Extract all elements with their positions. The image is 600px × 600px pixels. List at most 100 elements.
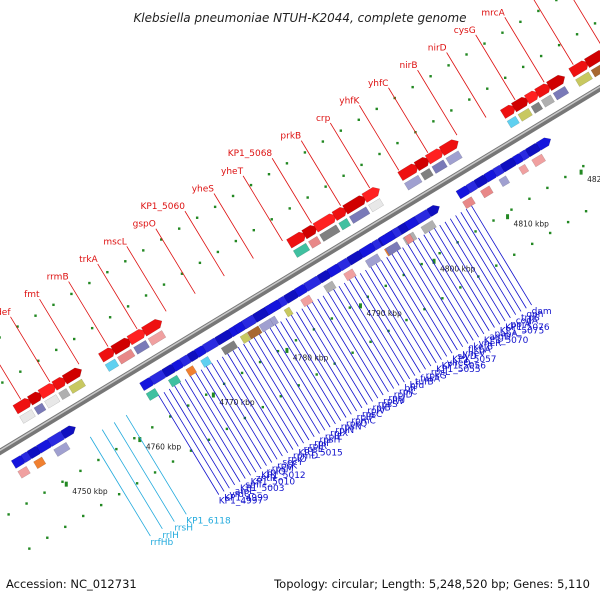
track-dot <box>207 438 211 441</box>
leader-line <box>206 366 267 466</box>
track-dot <box>270 218 273 221</box>
leader-line <box>39 299 80 365</box>
leader-line <box>280 321 342 421</box>
leader-line <box>439 224 501 325</box>
track-dot <box>546 186 549 190</box>
gene-label: yheO <box>447 358 471 368</box>
gene-block <box>98 347 116 363</box>
track-dot <box>402 273 405 277</box>
gene-block <box>534 83 551 99</box>
leader-line <box>300 140 341 206</box>
track-dot <box>557 43 561 47</box>
gene-label: rplR <box>309 442 327 452</box>
gene-block <box>37 383 57 400</box>
track-dot <box>321 140 325 143</box>
track-dot <box>360 163 363 167</box>
leader-line <box>388 87 429 153</box>
track-dot <box>177 227 181 230</box>
gene-block <box>292 242 311 258</box>
track-dot <box>108 316 112 319</box>
gene-label: rrlH <box>162 531 179 541</box>
leader-line <box>168 388 230 489</box>
gene-label: yhfC <box>368 79 388 89</box>
gene-label: KP1_5057 <box>452 355 496 365</box>
gene-label: flkpA <box>468 346 492 356</box>
gene-label: fusA <box>420 375 441 385</box>
leader-line <box>343 282 405 383</box>
track-dot <box>160 238 163 241</box>
gene-block <box>361 187 380 203</box>
gene-block <box>61 367 82 385</box>
leader-line <box>504 17 545 83</box>
leader-line <box>248 340 310 441</box>
gene-block <box>404 174 423 191</box>
track-dot <box>450 109 453 112</box>
gene-label: rpmD <box>293 452 318 462</box>
track-dot <box>384 284 387 288</box>
gene-label: rpsL <box>431 368 450 378</box>
gene-block <box>19 409 36 424</box>
leader-line <box>359 273 421 373</box>
gene-block <box>518 163 530 176</box>
leader-line <box>418 237 479 338</box>
gene-block <box>312 213 337 233</box>
gene-block <box>498 175 511 188</box>
scale-tick-mark <box>432 258 436 264</box>
gene-label: KP1_5070 <box>484 336 529 346</box>
gene-label: yheV <box>463 349 487 359</box>
gene-label: rplF <box>314 439 331 449</box>
gene-label: zntR <box>256 474 276 484</box>
gene-label: KP1_5076 <box>505 323 550 333</box>
gene-label: nirB <box>399 61 417 71</box>
gene-block <box>185 365 198 377</box>
track-dot <box>7 513 10 516</box>
gene-label: KP1_5012 <box>261 471 305 481</box>
gene-label: fmt <box>24 290 40 300</box>
gene-block <box>33 402 47 415</box>
track-dot <box>162 283 166 286</box>
leader-line <box>296 311 357 412</box>
track-dot <box>593 22 597 25</box>
gene-label: rplN <box>335 426 354 436</box>
leader-line <box>200 369 262 470</box>
leader-line <box>253 337 315 437</box>
leader-line <box>290 314 352 415</box>
gene-block <box>246 325 263 340</box>
gene-label: gph <box>526 310 543 320</box>
leader-line <box>237 347 299 447</box>
track-dot <box>279 395 282 398</box>
leader-line <box>475 34 516 101</box>
track-dot <box>267 173 271 176</box>
leader-line <box>322 295 384 396</box>
leader-line <box>317 298 379 399</box>
gene-label: tufB <box>415 378 434 388</box>
gene-label: yrdC <box>229 490 250 500</box>
gene-block <box>110 337 132 355</box>
track-dot <box>315 373 318 376</box>
gene-block <box>44 394 61 409</box>
gene-label: KP1_5075 <box>500 326 544 336</box>
track-dot <box>195 216 199 219</box>
leader-line <box>242 175 283 242</box>
track-dot <box>510 208 513 211</box>
leader-line <box>396 250 458 351</box>
gene-label: rpsN <box>341 423 362 433</box>
gene-label: rplW <box>383 397 404 407</box>
gene-block <box>33 456 47 470</box>
track-dot <box>504 76 507 80</box>
scale-tick-label: 4750 kbp <box>72 487 108 496</box>
leader-line <box>285 318 347 418</box>
track-dot <box>79 469 82 473</box>
track-dot <box>133 437 136 440</box>
track-dot <box>234 239 238 243</box>
track-dot <box>52 303 55 307</box>
scale-tick-label: 4820 kbp <box>587 175 600 184</box>
gene-block <box>68 378 86 394</box>
track-dot <box>303 151 307 154</box>
gene-label: KP1_5060 <box>140 202 185 212</box>
track-dot <box>189 449 193 452</box>
track-dot <box>495 264 498 267</box>
track-dot <box>115 447 118 451</box>
leader-line <box>359 105 400 171</box>
gene-label: crp <box>316 114 331 124</box>
